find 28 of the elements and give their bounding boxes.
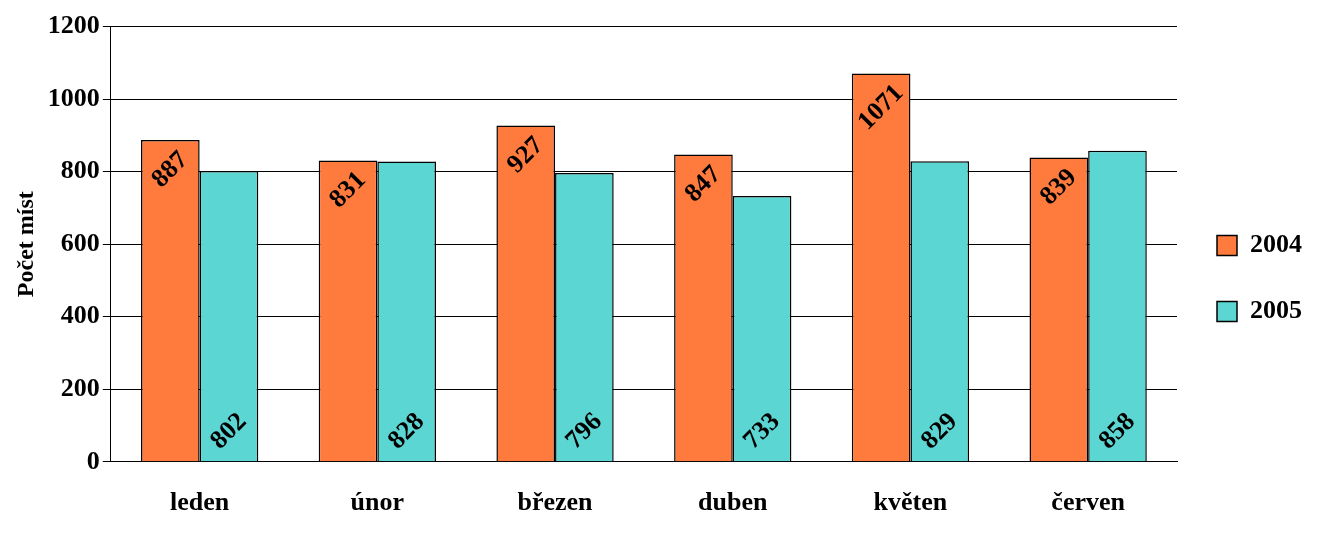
- data-label: 829: [914, 406, 963, 455]
- x-tick-label: březen: [517, 487, 594, 517]
- y-tick-label: 800: [60, 155, 100, 185]
- legend-label: 2004: [1250, 229, 1302, 259]
- data-label: 858: [1092, 406, 1141, 455]
- y-tick-label: 1000: [47, 82, 100, 112]
- y-tick-label: 600: [60, 227, 100, 257]
- x-tick-label: květen: [873, 487, 948, 517]
- data-label: 1071: [851, 77, 909, 136]
- data-label: 796: [559, 406, 608, 455]
- y-tick-label: 200: [60, 372, 100, 402]
- x-tick-label: červen: [1051, 487, 1126, 517]
- x-tick-label: duben: [698, 487, 768, 517]
- legend-label: 2005: [1250, 295, 1302, 325]
- y-tick-label: 0: [86, 445, 100, 475]
- x-tick-label: leden: [170, 487, 230, 517]
- data-label: 828: [381, 406, 430, 455]
- data-label: 831: [322, 164, 371, 213]
- y-tick-label: 1200: [47, 10, 100, 40]
- y-axis-title: Počet míst: [11, 191, 38, 298]
- data-label: 927: [500, 130, 549, 179]
- data-label: 733: [736, 406, 785, 455]
- data-label: 847: [678, 159, 727, 208]
- y-tick-label: 400: [60, 300, 100, 330]
- data-label: 802: [203, 406, 252, 455]
- data-label: 887: [145, 144, 194, 193]
- data-label: 839: [1033, 162, 1082, 211]
- x-tick-label: únor: [350, 487, 405, 517]
